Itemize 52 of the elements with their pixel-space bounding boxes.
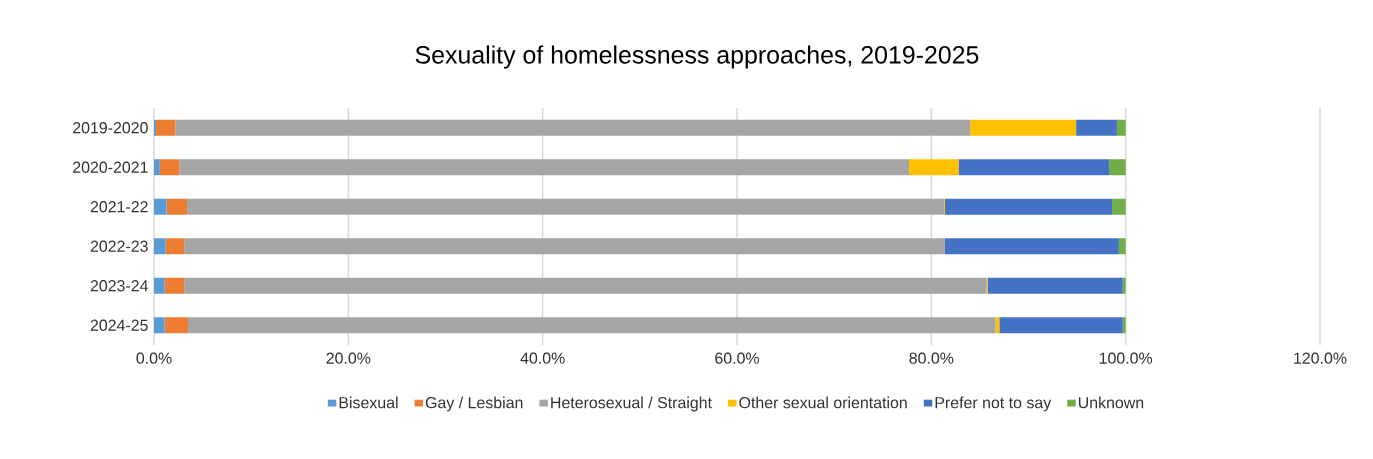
bar <box>958 159 1110 176</box>
bar <box>987 277 1123 294</box>
x-tick-label: 100.0% <box>1099 352 1153 364</box>
bar <box>995 317 1000 334</box>
bar <box>154 198 167 215</box>
bar <box>1122 317 1126 334</box>
legend-label: Heterosexual / Straight <box>551 396 712 412</box>
bar <box>159 159 180 176</box>
bar <box>908 159 959 176</box>
x-tick-label: 0.0% <box>136 352 172 364</box>
bar <box>154 159 160 176</box>
bar <box>175 119 971 136</box>
bar <box>1116 119 1126 136</box>
bar <box>999 317 1123 334</box>
bar <box>187 198 944 215</box>
bar <box>184 238 945 255</box>
x-tick-label: 60.0% <box>715 352 760 364</box>
bar <box>154 238 166 255</box>
bar <box>1109 159 1126 176</box>
bar <box>154 277 165 294</box>
chart-title: Sexuality of homelessness approaches, 2019-2025 <box>415 45 979 69</box>
x-tick-label: 40.0% <box>520 352 565 364</box>
bar <box>1112 198 1126 215</box>
legend-label: Bisexual <box>339 396 398 409</box>
bar <box>184 277 987 294</box>
bar <box>188 317 996 334</box>
bar <box>166 198 188 215</box>
y-tick-label: 2022-23 <box>90 240 148 252</box>
bar <box>179 159 909 176</box>
y-tick-label: 2023-24 <box>90 280 148 292</box>
legend-label: Unknown <box>1078 396 1144 409</box>
x-tick-label: 120.0% <box>1294 352 1347 364</box>
legend-label: Prefer not to say <box>935 396 1052 412</box>
bar <box>1118 238 1126 255</box>
bar <box>154 317 165 334</box>
legend-label: Gay / Lesbian <box>425 396 523 412</box>
bar <box>164 277 185 294</box>
bar <box>1122 277 1126 294</box>
bar <box>165 238 185 255</box>
bar <box>164 317 189 334</box>
y-tick-label: 2021-22 <box>90 201 148 213</box>
bar <box>944 238 1119 255</box>
x-tick-label: 80.0% <box>909 352 954 364</box>
bar <box>1076 119 1117 136</box>
legend-label: Other sexual orientation <box>739 396 907 409</box>
y-tick-label: 2024-25 <box>90 319 148 331</box>
bar <box>155 119 176 136</box>
y-tick-label: 2020-2021 <box>73 161 148 173</box>
bar <box>970 119 1077 136</box>
x-tick-label: 20.0% <box>326 352 371 364</box>
bar <box>944 198 1113 215</box>
y-tick-label: 2019-2020 <box>73 122 148 134</box>
